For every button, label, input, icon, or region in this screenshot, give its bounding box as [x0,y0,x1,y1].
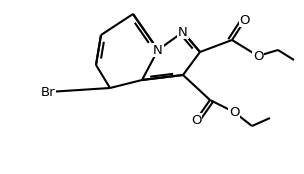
Text: Br: Br [41,85,55,98]
Text: O: O [229,105,239,118]
Text: N: N [153,44,163,57]
Text: O: O [191,113,201,126]
Text: O: O [240,14,250,26]
Text: N: N [178,26,188,38]
Text: O: O [253,49,263,62]
